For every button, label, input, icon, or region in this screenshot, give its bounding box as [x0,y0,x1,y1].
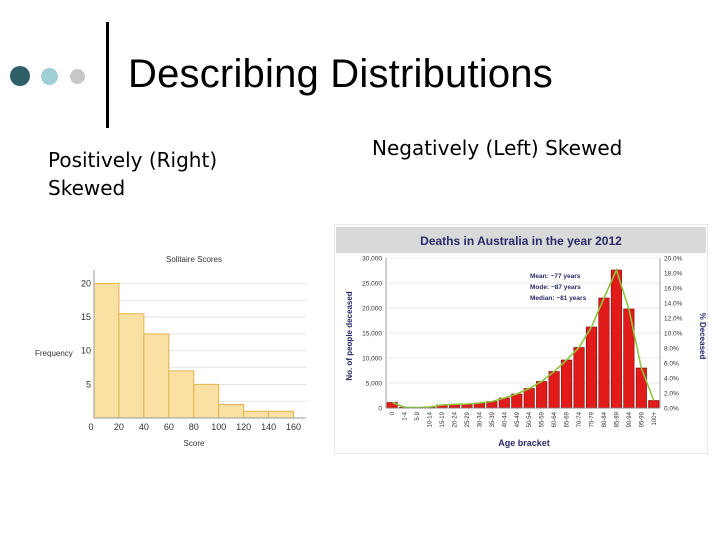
histogram-x-tick-label: 120 [236,422,251,432]
deaths-bar [585,326,598,409]
deaths-y-tick-label: 25,000 [362,281,382,288]
deaths-bar [511,393,523,409]
deaths-chart-frame [334,224,708,454]
deaths-y-tick-label: 10,000 [362,356,382,363]
deaths-y2-tick-label: 4.0% [664,376,679,383]
deaths-y2-tick-label: 6.0% [664,361,679,368]
deaths-x-tick-label: 90-94 [627,411,633,427]
deaths-trend-line [391,267,655,409]
deaths-chart: Deaths in Australia in the year 2012 0 5,… [334,224,708,454]
histogram-bar [118,313,145,419]
deaths-title-band [336,227,706,253]
deaths-x-tick-label: 30-34 [477,411,483,427]
histogram-title: Solitaire Scores [166,255,222,264]
deaths-x-tick-label: 85-89 [614,411,620,427]
deaths-bar [523,388,535,409]
dark-teal-dot [10,66,30,86]
deaths-y2-axis-label: % Deceased [698,313,707,360]
deaths-y-tick-label: 20,000 [362,306,382,313]
deaths-x-tick-label: 5-9 [415,411,421,420]
histogram-y-axis-label: Frequency [35,349,73,358]
deaths-x-tick-label: 80-84 [602,411,608,427]
title-divider [106,22,109,128]
histogram-bar [193,383,220,419]
left-heading: Positively (Right) Skewed [48,148,218,200]
deaths-y-tick-label: 30,000 [362,256,382,263]
slide-title: Describing Distributions [128,52,553,96]
deaths-y2-tick-label: 18.0% [664,271,683,278]
deaths-x-tick-label: 95-99 [639,411,645,427]
solitaire-histogram: 5 10 15 20 0 20 40 60 80 100 120 140 160 Solitaire S… [30,248,312,452]
histogram-x-tick-label: 140 [261,422,276,432]
deaths-x-tick-label: 35-39 [490,411,496,427]
histogram-bar [168,370,195,419]
histogram-x-tick-label: 160 [286,422,301,432]
deaths-bar [561,359,573,409]
histogram-x-tick-label: 0 [88,422,93,432]
deaths-y-tick-label: 5,000 [366,381,383,388]
deaths-x-tick-label: 55-59 [540,411,546,427]
deaths-y2-tick-label: 8.0% [664,346,679,353]
deaths-y2-tick-label: 2.0% [664,391,679,398]
histogram-x-tick-label: 60 [164,422,174,432]
deaths-y2-tick-label: 12.0% [664,316,683,323]
histogram-x-tick-label: 100 [211,422,226,432]
histogram-y-tick-label: 5 [86,379,91,389]
histogram-bar [143,333,170,419]
deaths-chart-title: Deaths in Australia in the year 2012 [420,234,622,248]
deaths-x-tick-label: 75-79 [590,411,596,427]
deaths-bar [598,297,610,409]
histogram-bar [218,404,245,419]
deaths-y-axis-label: No. of people deceased [345,291,354,380]
deaths-annotation: Median: ~81 years [530,295,587,302]
deaths-x-tick-label: 60-64 [552,411,558,427]
deaths-bar [548,371,560,409]
histogram-x-axis-label: Score [184,439,205,448]
histogram-y-tick-label: 20 [81,278,91,288]
histogram-x-tick-label: 80 [189,422,199,432]
histogram-bar [243,410,270,419]
deaths-x-tick-label: 15-19 [440,411,446,427]
deaths-x-axis-label: Age bracket [498,438,550,448]
deaths-annotation: Mean: ~77 years [530,273,581,280]
deaths-x-tick-label: 1-4 [403,411,409,420]
deaths-y2-tick-label: 16.0% [664,286,683,293]
deaths-x-tick-label: 50-54 [527,411,533,427]
right-heading: Negatively (Left) Skewed [372,136,623,160]
deaths-x-tick-label: 25-29 [465,411,471,427]
deaths-y2-tick-label: 10.0% [664,331,683,338]
deaths-x-tick-label: 65-69 [565,411,571,427]
deaths-y2-tick-label: 14.0% [664,301,683,308]
deaths-x-tick-label: 70-74 [577,411,583,427]
histogram-bar [93,282,120,419]
deaths-y-tick-label: 0 [378,406,382,413]
deaths-y2-tick-label: 0.0% [664,406,679,413]
histogram-x-tick-label: 20 [114,422,124,432]
deaths-x-tick-label: 0 [390,411,396,415]
histogram-y-tick-label: 10 [81,346,91,356]
histogram-bar [268,410,295,419]
deaths-x-tick-label: 40-44 [502,411,508,427]
deaths-x-tick-label: 20-24 [453,411,459,427]
histogram-x-tick-label: 40 [139,422,149,432]
deaths-bar [648,400,660,409]
deaths-x-tick-label: 100+ [652,412,658,426]
deaths-bar [610,269,622,409]
deaths-annotation: Mode: ~87 years [530,284,581,291]
deaths-y2-tick-label: 20.0% [664,256,683,263]
light-teal-dot [41,68,58,85]
histogram-y-tick-label: 15 [81,312,91,322]
deaths-bar [573,347,585,409]
deaths-bar [635,367,647,409]
deaths-y-tick-label: 15,000 [362,331,382,338]
deaths-x-tick-label: 10-14 [428,411,434,427]
deaths-bar [536,381,548,409]
deaths-x-tick-label: 45-49 [515,411,521,427]
gray-dot [70,69,85,84]
